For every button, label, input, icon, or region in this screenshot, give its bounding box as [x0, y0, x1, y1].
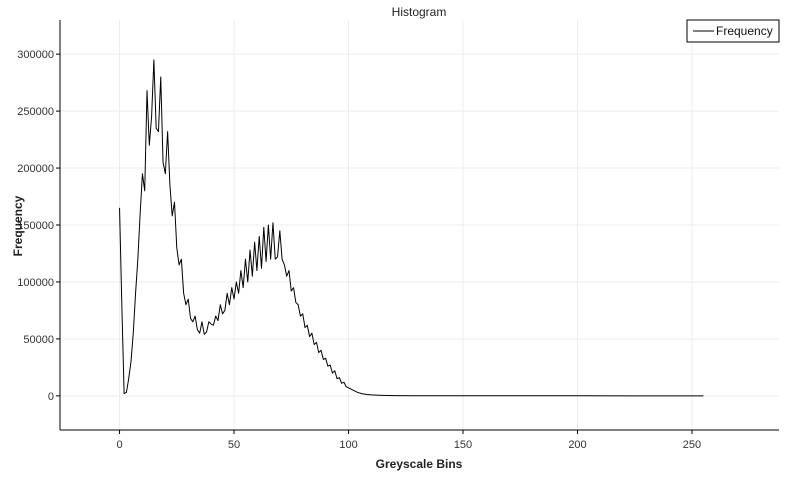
y-tick-label: 250000 [17, 106, 54, 118]
x-tick-label: 150 [454, 439, 472, 451]
y-axis-label: Frequency [11, 195, 25, 256]
x-tick-label: 0 [116, 439, 122, 451]
y-tick-label: 50000 [23, 334, 54, 346]
legend-box [686, 19, 780, 43]
x-tick-label: 200 [568, 439, 586, 451]
chart-title: Histogram [392, 5, 447, 19]
y-tick-label: 200000 [17, 163, 54, 175]
y-tick-label: 300000 [17, 49, 54, 61]
series-layer [119, 59, 704, 397]
x-tick-label: 100 [339, 439, 357, 451]
x-tick-label: 250 [683, 439, 701, 451]
x-axis-label: Greyscale Bins [376, 457, 463, 471]
series-line-frequency [119, 59, 704, 397]
x-axis-ticks: 0 50 100 150 200 250 [116, 430, 701, 451]
legend: Frequency [686, 19, 780, 43]
x-tick-label: 50 [228, 439, 240, 451]
y-tick-label: 0 [48, 391, 54, 403]
y-tick-label: 150000 [17, 220, 54, 232]
y-axis-ticks: 0 50000 100000 150000 200000 250000 300000 [17, 49, 60, 403]
legend-label: Frequency [716, 24, 773, 38]
y-tick-label: 100000 [17, 277, 54, 289]
